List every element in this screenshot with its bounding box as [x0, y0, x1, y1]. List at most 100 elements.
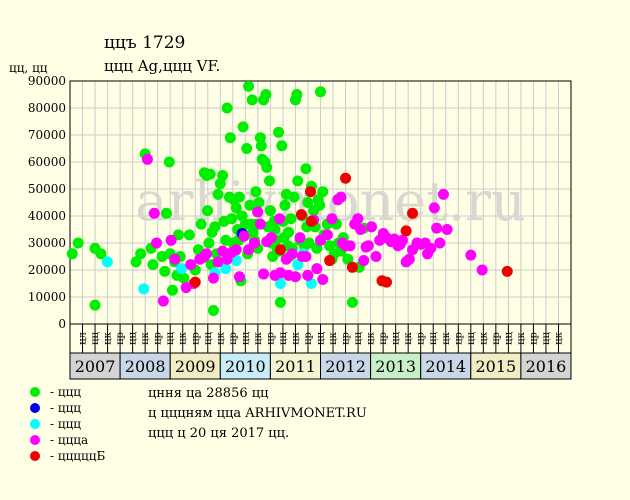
y-tick-label: 50000 — [28, 182, 66, 196]
year-cell — [420, 352, 472, 380]
legend-label: - ццца — [50, 433, 89, 447]
data-point — [217, 170, 229, 181]
data-point — [317, 186, 329, 198]
data-point — [346, 261, 358, 273]
legend-label: - ццц — [50, 385, 82, 399]
data-point — [366, 221, 378, 233]
data-point — [95, 248, 107, 260]
legend-swatch — [30, 435, 40, 445]
data-point — [226, 213, 238, 225]
data-point — [161, 207, 173, 219]
data-point — [204, 168, 216, 180]
data-point — [202, 205, 214, 217]
data-point — [283, 226, 295, 238]
chart-title: ццъ 1729 — [104, 33, 186, 53]
data-point — [335, 191, 347, 203]
legend-item: - ццц — [30, 400, 105, 416]
data-point — [352, 213, 364, 225]
data-point — [295, 209, 307, 221]
data-point — [355, 224, 367, 235]
data-point — [241, 143, 253, 154]
legend-swatch — [30, 387, 40, 397]
legend-item: - ццц — [30, 384, 105, 400]
data-point — [130, 256, 142, 268]
year-label: 2009 — [175, 357, 216, 376]
data-point — [246, 94, 258, 106]
data-point — [207, 305, 219, 316]
year-label: 2008 — [125, 357, 166, 376]
data-point — [285, 213, 297, 225]
data-point — [183, 229, 195, 241]
year-label: 2015 — [475, 357, 516, 376]
year-label: 2016 — [526, 357, 567, 376]
data-point — [157, 295, 169, 307]
data-point — [437, 188, 449, 200]
data-point — [400, 225, 412, 237]
data-point — [465, 249, 477, 261]
year-label: 2011 — [275, 357, 316, 376]
data-point — [381, 276, 393, 288]
data-point — [403, 253, 415, 265]
data-point — [274, 278, 286, 289]
data-point — [292, 175, 304, 187]
data-point — [358, 255, 370, 267]
data-point — [237, 121, 249, 133]
data-point — [244, 199, 256, 211]
data-point — [370, 251, 382, 262]
y-tick-label: 70000 — [28, 128, 66, 142]
data-point — [89, 299, 101, 311]
note-line: ц цццням цца ARHIVMONET.RU — [148, 406, 367, 421]
data-point — [305, 215, 317, 227]
notes-block: цння ца 28856 цц ц цццням цца ARHIVMONET… — [148, 384, 367, 444]
data-point — [176, 263, 188, 275]
data-point — [261, 161, 273, 173]
data-point — [189, 276, 201, 288]
data-point — [66, 248, 78, 260]
data-point — [212, 188, 224, 200]
data-point — [253, 197, 265, 208]
data-point — [260, 89, 272, 100]
chart-subtitle: ццц Ag,ццц VF. — [104, 57, 221, 75]
legend-swatch — [30, 403, 40, 413]
data-point — [212, 256, 224, 268]
data-point — [169, 253, 181, 265]
data-point — [195, 218, 207, 230]
data-point — [317, 273, 329, 285]
data-point — [311, 263, 323, 275]
data-point — [396, 234, 408, 246]
data-point — [314, 199, 326, 211]
data-point — [203, 237, 215, 249]
year-label: 2014 — [425, 357, 466, 376]
data-point — [258, 268, 270, 280]
y-tick-label: 80000 — [28, 101, 66, 115]
data-point — [230, 244, 242, 256]
data-point — [300, 251, 312, 262]
data-point — [476, 264, 488, 276]
legend: - ццц - ццц - ццц - ццца - цццццБ — [30, 384, 105, 464]
data-point — [141, 153, 153, 165]
data-point — [302, 269, 314, 281]
data-point — [264, 205, 276, 217]
y-tick-label: 10000 — [28, 290, 66, 304]
data-point — [431, 222, 443, 234]
data-point — [185, 259, 197, 271]
year-label: 2013 — [375, 357, 416, 376]
data-point — [294, 232, 306, 244]
legend-label: - цццццБ — [50, 449, 106, 463]
data-point — [292, 259, 304, 271]
data-point — [303, 237, 315, 249]
data-point — [163, 156, 175, 168]
data-point — [217, 245, 229, 257]
data-point — [243, 80, 255, 92]
data-point — [304, 186, 316, 198]
data-point — [501, 265, 513, 277]
data-point — [286, 248, 298, 260]
data-point — [434, 237, 446, 249]
data-point — [274, 213, 286, 225]
data-point — [230, 202, 242, 214]
data-point — [288, 191, 300, 203]
data-point — [233, 271, 245, 283]
data-point — [441, 224, 453, 235]
note-line: цння ца 28856 цц — [148, 386, 269, 401]
